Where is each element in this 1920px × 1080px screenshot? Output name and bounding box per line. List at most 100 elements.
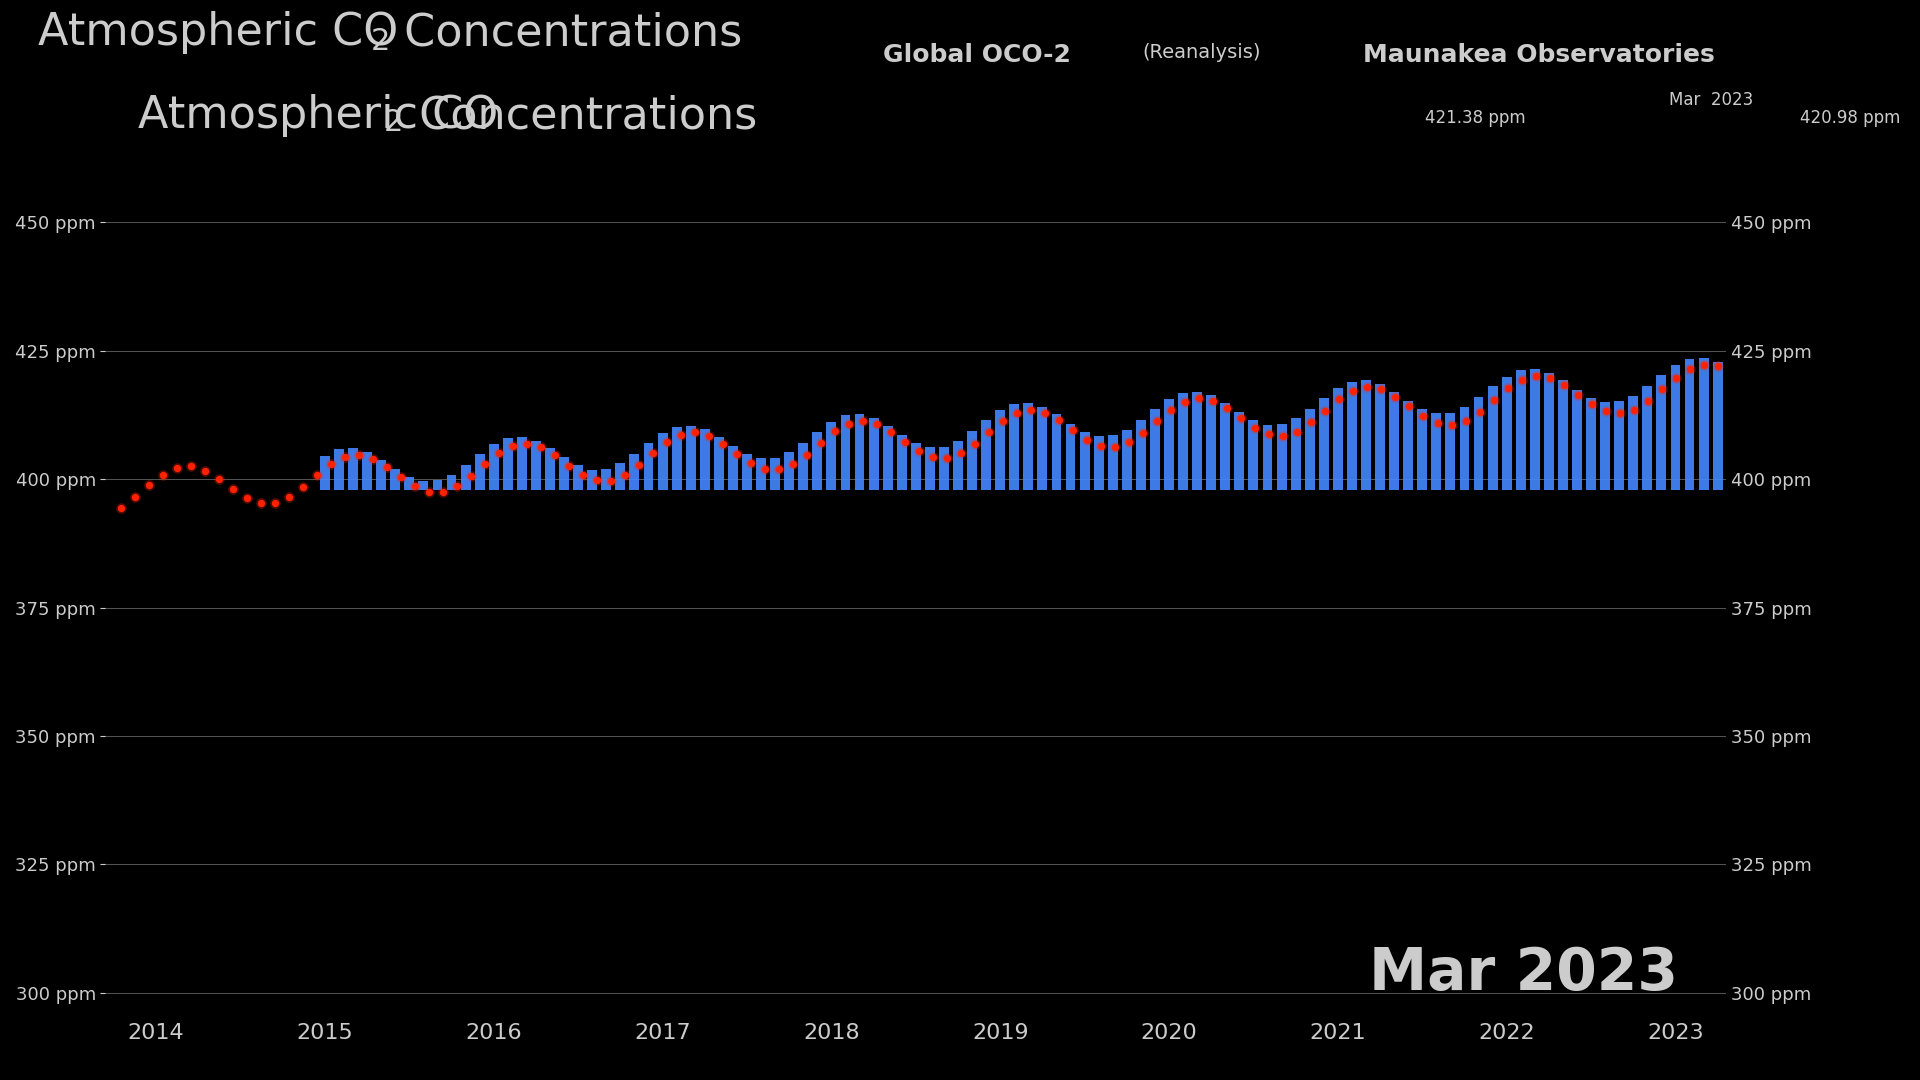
Bar	[868, 418, 879, 489]
Point	[246, 495, 276, 512]
Bar	[925, 447, 935, 489]
Bar	[545, 448, 555, 489]
Point	[1169, 393, 1200, 410]
Point	[217, 481, 248, 498]
Point	[119, 489, 150, 507]
Bar	[588, 470, 597, 489]
Point	[889, 433, 920, 450]
Point	[1465, 403, 1496, 420]
Point	[876, 423, 906, 441]
Bar	[1361, 380, 1371, 489]
Point	[651, 433, 682, 450]
Point	[778, 456, 808, 473]
Point	[1325, 390, 1356, 407]
Bar	[461, 465, 470, 489]
Bar	[643, 443, 653, 489]
Point	[1492, 380, 1523, 397]
Point	[637, 445, 668, 462]
Point	[1325, 390, 1356, 407]
Point	[315, 455, 346, 472]
Point	[1534, 369, 1565, 387]
Point	[259, 495, 290, 512]
Point	[161, 459, 192, 476]
Point	[1688, 356, 1718, 374]
Bar	[574, 465, 584, 489]
Bar	[1290, 418, 1300, 489]
Point	[1212, 400, 1242, 417]
Point	[582, 472, 612, 489]
Point	[1100, 438, 1131, 456]
Point	[931, 449, 962, 467]
Bar	[348, 448, 357, 489]
Point	[693, 427, 724, 444]
Bar	[939, 446, 948, 489]
Bar	[897, 435, 906, 489]
Point	[749, 460, 780, 477]
Point	[190, 462, 221, 480]
Bar	[1079, 432, 1089, 489]
Bar	[783, 453, 795, 489]
Point	[106, 499, 136, 516]
Point	[442, 477, 472, 495]
Point	[989, 411, 1020, 429]
Point	[722, 445, 753, 462]
Point	[1521, 367, 1551, 384]
Point	[735, 455, 766, 472]
Point	[666, 426, 697, 443]
Bar	[1404, 401, 1413, 489]
Point	[611, 467, 641, 484]
Bar	[616, 463, 626, 489]
Point	[357, 450, 388, 468]
Bar	[1023, 403, 1033, 489]
Bar	[1277, 424, 1286, 489]
Point	[1576, 395, 1607, 413]
Text: 2: 2	[371, 27, 390, 56]
Bar	[1248, 420, 1258, 489]
Point	[511, 435, 541, 453]
Point	[1703, 357, 1734, 375]
Point	[301, 467, 332, 484]
Point	[820, 422, 851, 440]
Bar	[770, 458, 780, 489]
Point	[904, 443, 935, 460]
Bar	[1642, 387, 1653, 489]
Point	[132, 476, 163, 494]
Bar	[981, 420, 991, 489]
Bar	[1530, 369, 1540, 489]
Bar	[826, 421, 837, 489]
Point	[1254, 426, 1284, 443]
Point	[1478, 391, 1509, 408]
Bar	[601, 469, 611, 489]
Point	[1478, 391, 1509, 408]
Bar	[419, 481, 428, 489]
Point	[1240, 419, 1271, 436]
Point	[1296, 414, 1327, 431]
Bar	[672, 427, 682, 489]
Point	[175, 458, 205, 475]
Point	[455, 468, 486, 485]
Point	[764, 461, 795, 478]
Point	[1423, 415, 1453, 432]
Point	[1185, 390, 1215, 407]
Text: 2: 2	[384, 108, 403, 137]
Point	[1127, 424, 1158, 442]
Point	[1198, 392, 1229, 409]
Point	[973, 423, 1004, 441]
Point	[960, 435, 991, 453]
Text: 420.98 ppm: 420.98 ppm	[1801, 109, 1901, 126]
Point	[708, 435, 739, 453]
Point	[1407, 407, 1438, 424]
Bar	[1235, 413, 1244, 489]
Point	[1352, 378, 1382, 395]
Point	[862, 416, 893, 433]
Point	[973, 423, 1004, 441]
Point	[1309, 402, 1340, 419]
Point	[1505, 370, 1536, 388]
Bar	[334, 449, 344, 489]
Point	[288, 478, 319, 496]
Point	[1450, 411, 1480, 429]
Bar	[1010, 404, 1020, 489]
Point	[553, 457, 584, 474]
Point	[190, 462, 221, 480]
Point	[1645, 380, 1676, 397]
